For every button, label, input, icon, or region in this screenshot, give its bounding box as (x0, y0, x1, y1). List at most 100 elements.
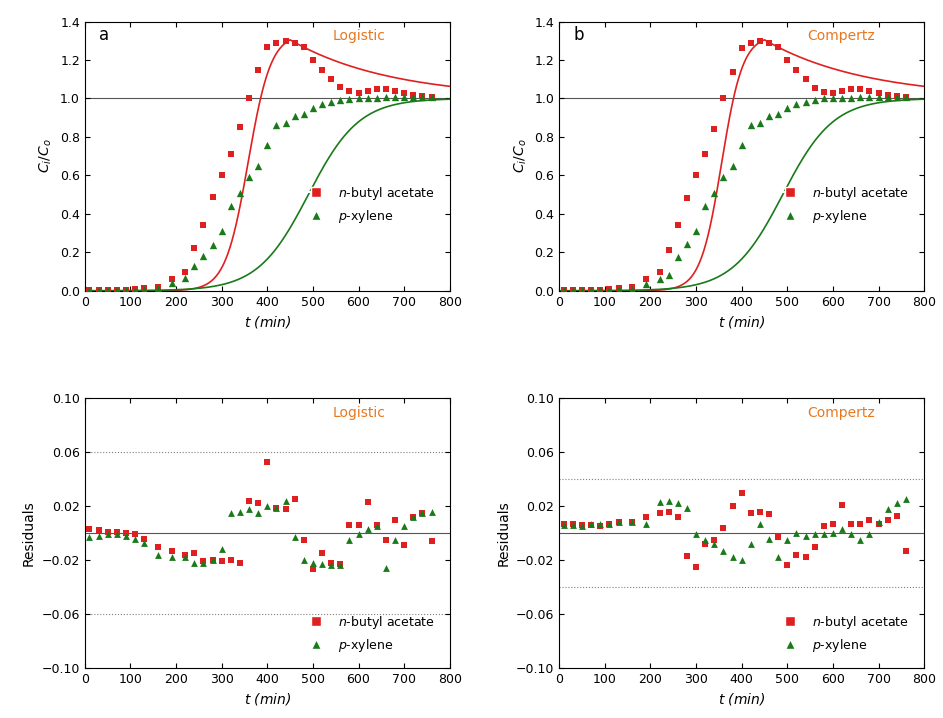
Point (388, 534, 403, 546)
Point (214, 544, 229, 555)
Point (306, 103, 321, 114)
Point (405, 90, 421, 102)
Point (584, 284, 599, 296)
Point (397, 521, 412, 532)
Point (762, 110, 777, 121)
Point (825, 93, 840, 104)
Point (251, 507, 266, 518)
Point (698, 538, 713, 550)
Point (370, 519, 385, 531)
Point (835, 523, 850, 535)
Point (871, 87, 886, 98)
Point (825, 518, 840, 529)
Point (688, 561, 703, 572)
Point (638, 274, 653, 285)
Point (807, 528, 822, 540)
Point (698, 149, 713, 160)
Point (707, 534, 722, 546)
Point (223, 200, 239, 212)
Point (109, 284, 124, 296)
Point (624, 281, 639, 293)
Point (593, 518, 608, 529)
Point (296, 554, 311, 566)
Point (315, 64, 330, 75)
Point (852, 534, 868, 546)
Point (306, 557, 321, 569)
Point (735, 42, 750, 54)
Point (852, 518, 868, 529)
Point (164, 274, 179, 285)
Point (574, 521, 589, 532)
Point (602, 518, 617, 529)
Point (789, 527, 804, 538)
Text: Logistic: Logistic (333, 29, 386, 43)
Point (716, 545, 731, 556)
Point (652, 496, 667, 508)
Point (378, 83, 393, 95)
Point (91, 525, 107, 536)
Point (278, 503, 293, 515)
Point (164, 551, 179, 563)
Point (698, 534, 713, 546)
X-axis label: $t$ (min): $t$ (min) (243, 314, 291, 330)
Point (223, 554, 239, 566)
Point (150, 541, 165, 552)
X-axis label: $t$ (min): $t$ (min) (718, 691, 766, 707)
Point (137, 533, 152, 544)
Point (259, 41, 274, 52)
Point (109, 526, 124, 538)
Point (844, 83, 859, 95)
Point (753, 35, 768, 47)
Point (862, 90, 877, 102)
Point (205, 554, 220, 566)
Point (177, 273, 192, 284)
Point (109, 284, 124, 296)
Point (333, 559, 348, 570)
Point (602, 284, 617, 296)
Point (899, 494, 914, 505)
Point (296, 41, 311, 52)
Point (789, 549, 804, 561)
Point (880, 514, 895, 526)
Point (798, 530, 813, 541)
Point (593, 284, 608, 296)
Point (871, 518, 886, 529)
Point (306, 55, 321, 66)
Point (223, 149, 239, 160)
Point (844, 518, 859, 529)
Point (137, 283, 152, 294)
Point (251, 64, 266, 75)
Point (725, 551, 740, 563)
Point (424, 90, 439, 102)
Point (196, 251, 211, 262)
Point (323, 73, 339, 85)
Point (852, 90, 868, 102)
Point (762, 37, 777, 48)
Point (187, 548, 202, 559)
Point (196, 220, 211, 231)
Point (187, 243, 202, 254)
Point (269, 120, 284, 131)
Point (566, 518, 581, 529)
Point (880, 503, 895, 515)
Point (880, 90, 895, 102)
Point (889, 90, 904, 101)
Point (150, 283, 165, 294)
Point (889, 510, 904, 521)
Point (817, 93, 832, 104)
Point (232, 557, 247, 569)
Point (899, 90, 914, 102)
Point (91, 284, 107, 296)
Point (360, 85, 375, 96)
Point (109, 528, 124, 540)
Point (624, 283, 639, 294)
Point (119, 530, 134, 541)
Point (100, 284, 115, 296)
Point (725, 66, 740, 78)
Point (807, 82, 822, 93)
Point (251, 160, 266, 172)
Point (574, 284, 589, 296)
Point (150, 281, 165, 293)
Point (205, 191, 220, 202)
Point (82, 284, 97, 296)
